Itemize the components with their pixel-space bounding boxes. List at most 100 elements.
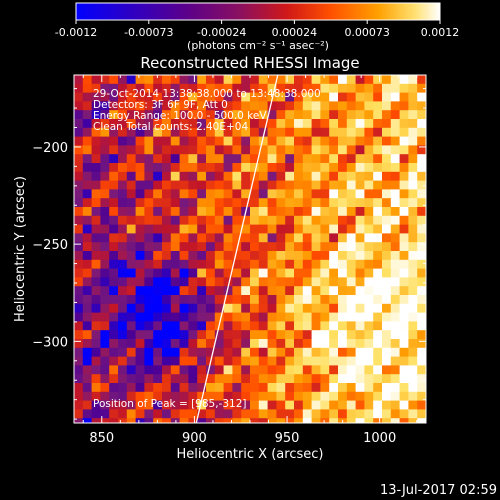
heatmap-cell xyxy=(241,347,251,358)
heatmap-cell xyxy=(338,259,348,270)
heatmap-cell xyxy=(241,163,251,173)
heatmap-cell xyxy=(170,110,181,120)
heatmap-cell xyxy=(355,330,365,340)
heatmap-cell xyxy=(153,242,163,252)
heatmap-cell xyxy=(399,136,409,146)
heatmap-cell xyxy=(364,83,374,94)
heatmap-cell xyxy=(408,400,418,410)
heatmap-cell xyxy=(126,198,137,208)
heatmap-cell xyxy=(214,215,225,226)
heatmap-cell xyxy=(355,374,365,384)
heatmap-cell xyxy=(267,110,277,120)
heatmap-cell xyxy=(399,400,409,410)
heatmap-cell xyxy=(206,400,216,410)
heatmap-cell xyxy=(258,400,269,410)
heatmap-cell xyxy=(100,347,110,358)
heatmap-cell xyxy=(364,127,374,138)
heatmap-cell xyxy=(197,163,207,173)
heatmap-cell xyxy=(285,286,295,296)
heatmap-cell xyxy=(346,119,357,129)
heatmap-cell xyxy=(144,391,154,402)
heatmap-cell xyxy=(197,347,207,358)
heatmap-cell xyxy=(399,391,409,402)
heatmap-cell xyxy=(144,171,154,182)
heatmap-cell xyxy=(373,259,383,270)
heatmap-cell xyxy=(364,119,374,129)
heatmap-cell xyxy=(285,295,295,305)
heatmap-cell xyxy=(118,92,128,102)
heatmap-cell xyxy=(258,163,269,173)
heatmap-cell xyxy=(417,418,426,423)
heatmap-cell xyxy=(258,119,269,129)
heatmap-cell xyxy=(267,277,277,287)
heatmap-cell xyxy=(355,347,365,358)
heatmap-cell xyxy=(355,383,365,393)
heatmap-cell xyxy=(135,242,145,252)
heatmap-cell xyxy=(364,312,374,322)
heatmap-cell xyxy=(267,207,277,217)
heatmap-cell xyxy=(179,268,189,278)
heatmap-cell xyxy=(82,391,93,402)
heatmap-cell xyxy=(338,119,348,129)
heatmap-cell xyxy=(258,198,269,208)
heatmap-cell xyxy=(118,259,128,270)
heatmap-cell xyxy=(390,207,401,217)
heatmap-cell xyxy=(408,339,418,349)
heatmap-cell xyxy=(223,277,233,287)
heatmap-cell xyxy=(276,268,286,278)
heatmap-cell xyxy=(206,198,216,208)
heatmap-cell xyxy=(285,409,295,419)
heatmap-cell xyxy=(91,383,101,393)
heatmap-cell xyxy=(91,207,101,217)
heatmap-cell xyxy=(153,418,163,423)
heatmap-cell xyxy=(197,215,207,226)
heatmap-cell xyxy=(276,286,286,296)
heatmap-cell xyxy=(408,207,418,217)
heatmap-cell xyxy=(355,321,365,331)
heatmap-cell xyxy=(267,233,277,243)
heatmap-cell xyxy=(135,145,145,155)
heatmap-cell xyxy=(311,303,321,314)
heatmap-cell xyxy=(250,321,260,331)
heatmap-cell xyxy=(223,312,233,322)
heatmap-cell xyxy=(329,163,339,173)
heatmap-cell xyxy=(373,189,383,199)
heatmap-cell xyxy=(100,101,110,111)
heatmap-cell xyxy=(74,268,84,278)
y-axis-label: Heliocentric Y (arcsec) xyxy=(13,176,28,322)
heatmap-cell xyxy=(399,101,409,111)
heatmap-cell xyxy=(135,251,145,261)
heatmap-cell xyxy=(382,198,392,208)
heatmap-cell xyxy=(232,207,242,217)
heatmap-cell xyxy=(144,180,154,190)
heatmap-cell xyxy=(258,356,269,366)
heatmap-cell xyxy=(223,259,233,270)
heatmap-cell xyxy=(126,75,137,85)
heatmap-cell xyxy=(311,233,321,243)
heatmap-cell xyxy=(153,391,163,402)
heatmap-cell xyxy=(258,339,269,349)
heatmap-cell xyxy=(390,92,401,102)
heatmap-cell xyxy=(206,92,216,102)
heatmap-cell xyxy=(214,119,225,129)
heatmap-cell xyxy=(91,145,101,155)
heatmap-cell xyxy=(302,127,313,138)
heatmap-cell xyxy=(214,83,225,94)
heatmap-cell xyxy=(338,207,348,217)
heatmap-cell xyxy=(285,75,295,85)
heatmap-cell xyxy=(346,224,357,234)
heatmap-cell xyxy=(153,119,163,129)
heatmap-cell xyxy=(82,127,93,138)
heatmap-cell xyxy=(355,251,365,261)
heatmap-cell xyxy=(153,92,163,102)
heatmap-cell xyxy=(179,145,189,155)
heatmap-cell xyxy=(188,418,198,423)
heatmap-cell xyxy=(294,207,304,217)
heatmap-cell xyxy=(109,242,119,252)
heatmap-cell xyxy=(329,295,339,305)
heatmap-cell xyxy=(267,119,277,129)
heatmap-cell xyxy=(338,330,348,340)
heatmap-cell xyxy=(91,83,101,94)
heatmap-cell xyxy=(417,268,426,278)
heatmap-cell xyxy=(170,242,181,252)
